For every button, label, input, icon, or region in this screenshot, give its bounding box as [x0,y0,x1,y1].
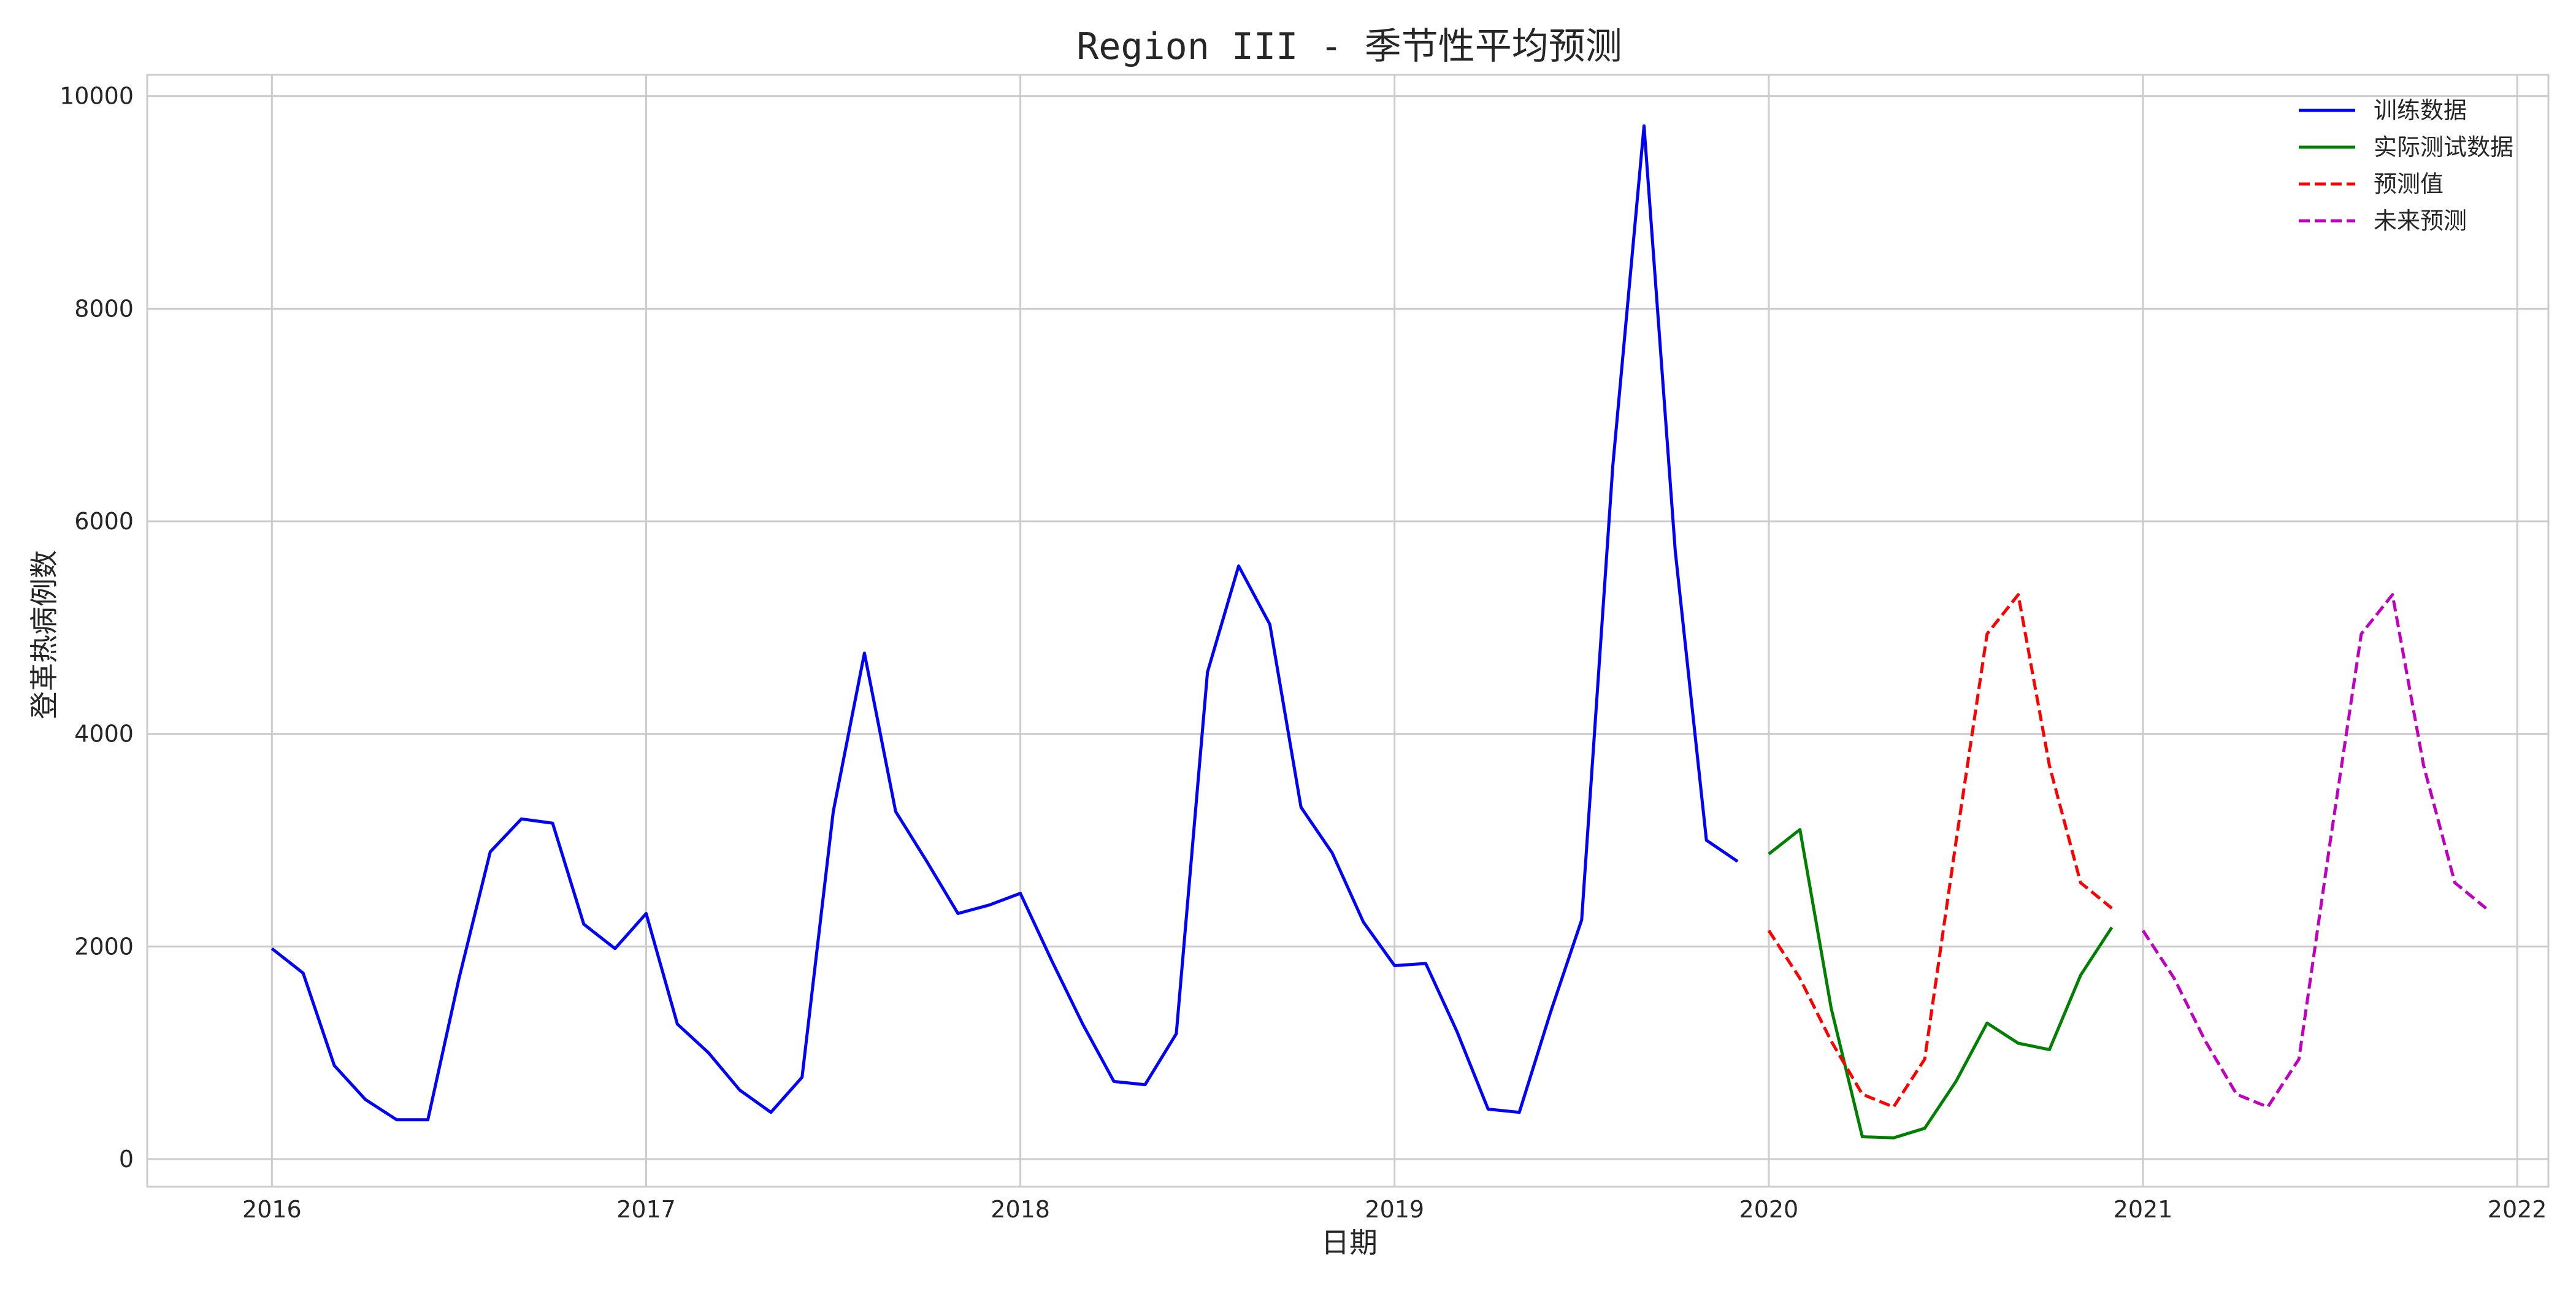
legend-label-1: 训练数据 [2374,97,2467,124]
grid-layer [147,75,2548,1187]
y-tick-label: 8000 [74,295,134,322]
legend-label-3: 预测值 [2374,170,2444,197]
x-axis-title: 日期 [1321,1226,1378,1259]
x-tick-label: 2019 [1365,1196,1424,1223]
x-tick-label: 2022 [2488,1196,2547,1223]
x-tick-label: 2020 [1739,1196,1799,1223]
x-tick-label: 2021 [2114,1196,2173,1223]
y-tick-label: 2000 [74,933,134,960]
legend-label-2: 实际测试数据 [2374,134,2513,161]
x-tick-label: 2016 [242,1196,302,1223]
series-line-1 [270,124,1739,1122]
series-line-3 [1767,593,2113,1109]
series-layer [270,124,2487,1140]
y-tick-label: 4000 [74,721,134,748]
x-tick-label: 2017 [616,1196,676,1223]
y-tick-label: 0 [119,1146,134,1173]
tick-layer: 2016 2017 2018 2019 2020 2021 2022 0 2000 4000 600… [59,83,2547,1223]
y-axis-title: 登革热病例数 [28,550,61,719]
chart-title: Region III - 季节性平均预测 [1076,25,1622,68]
x-tick-label: 2018 [991,1196,1050,1223]
y-tick-label: 6000 [74,508,134,535]
y-tick-label: 10000 [59,83,134,110]
series-line-4 [2141,593,2487,1109]
series-line-2 [1768,828,2114,1140]
plot-frame [146,74,2550,1188]
legend-label-4: 未来预测 [2374,207,2467,234]
